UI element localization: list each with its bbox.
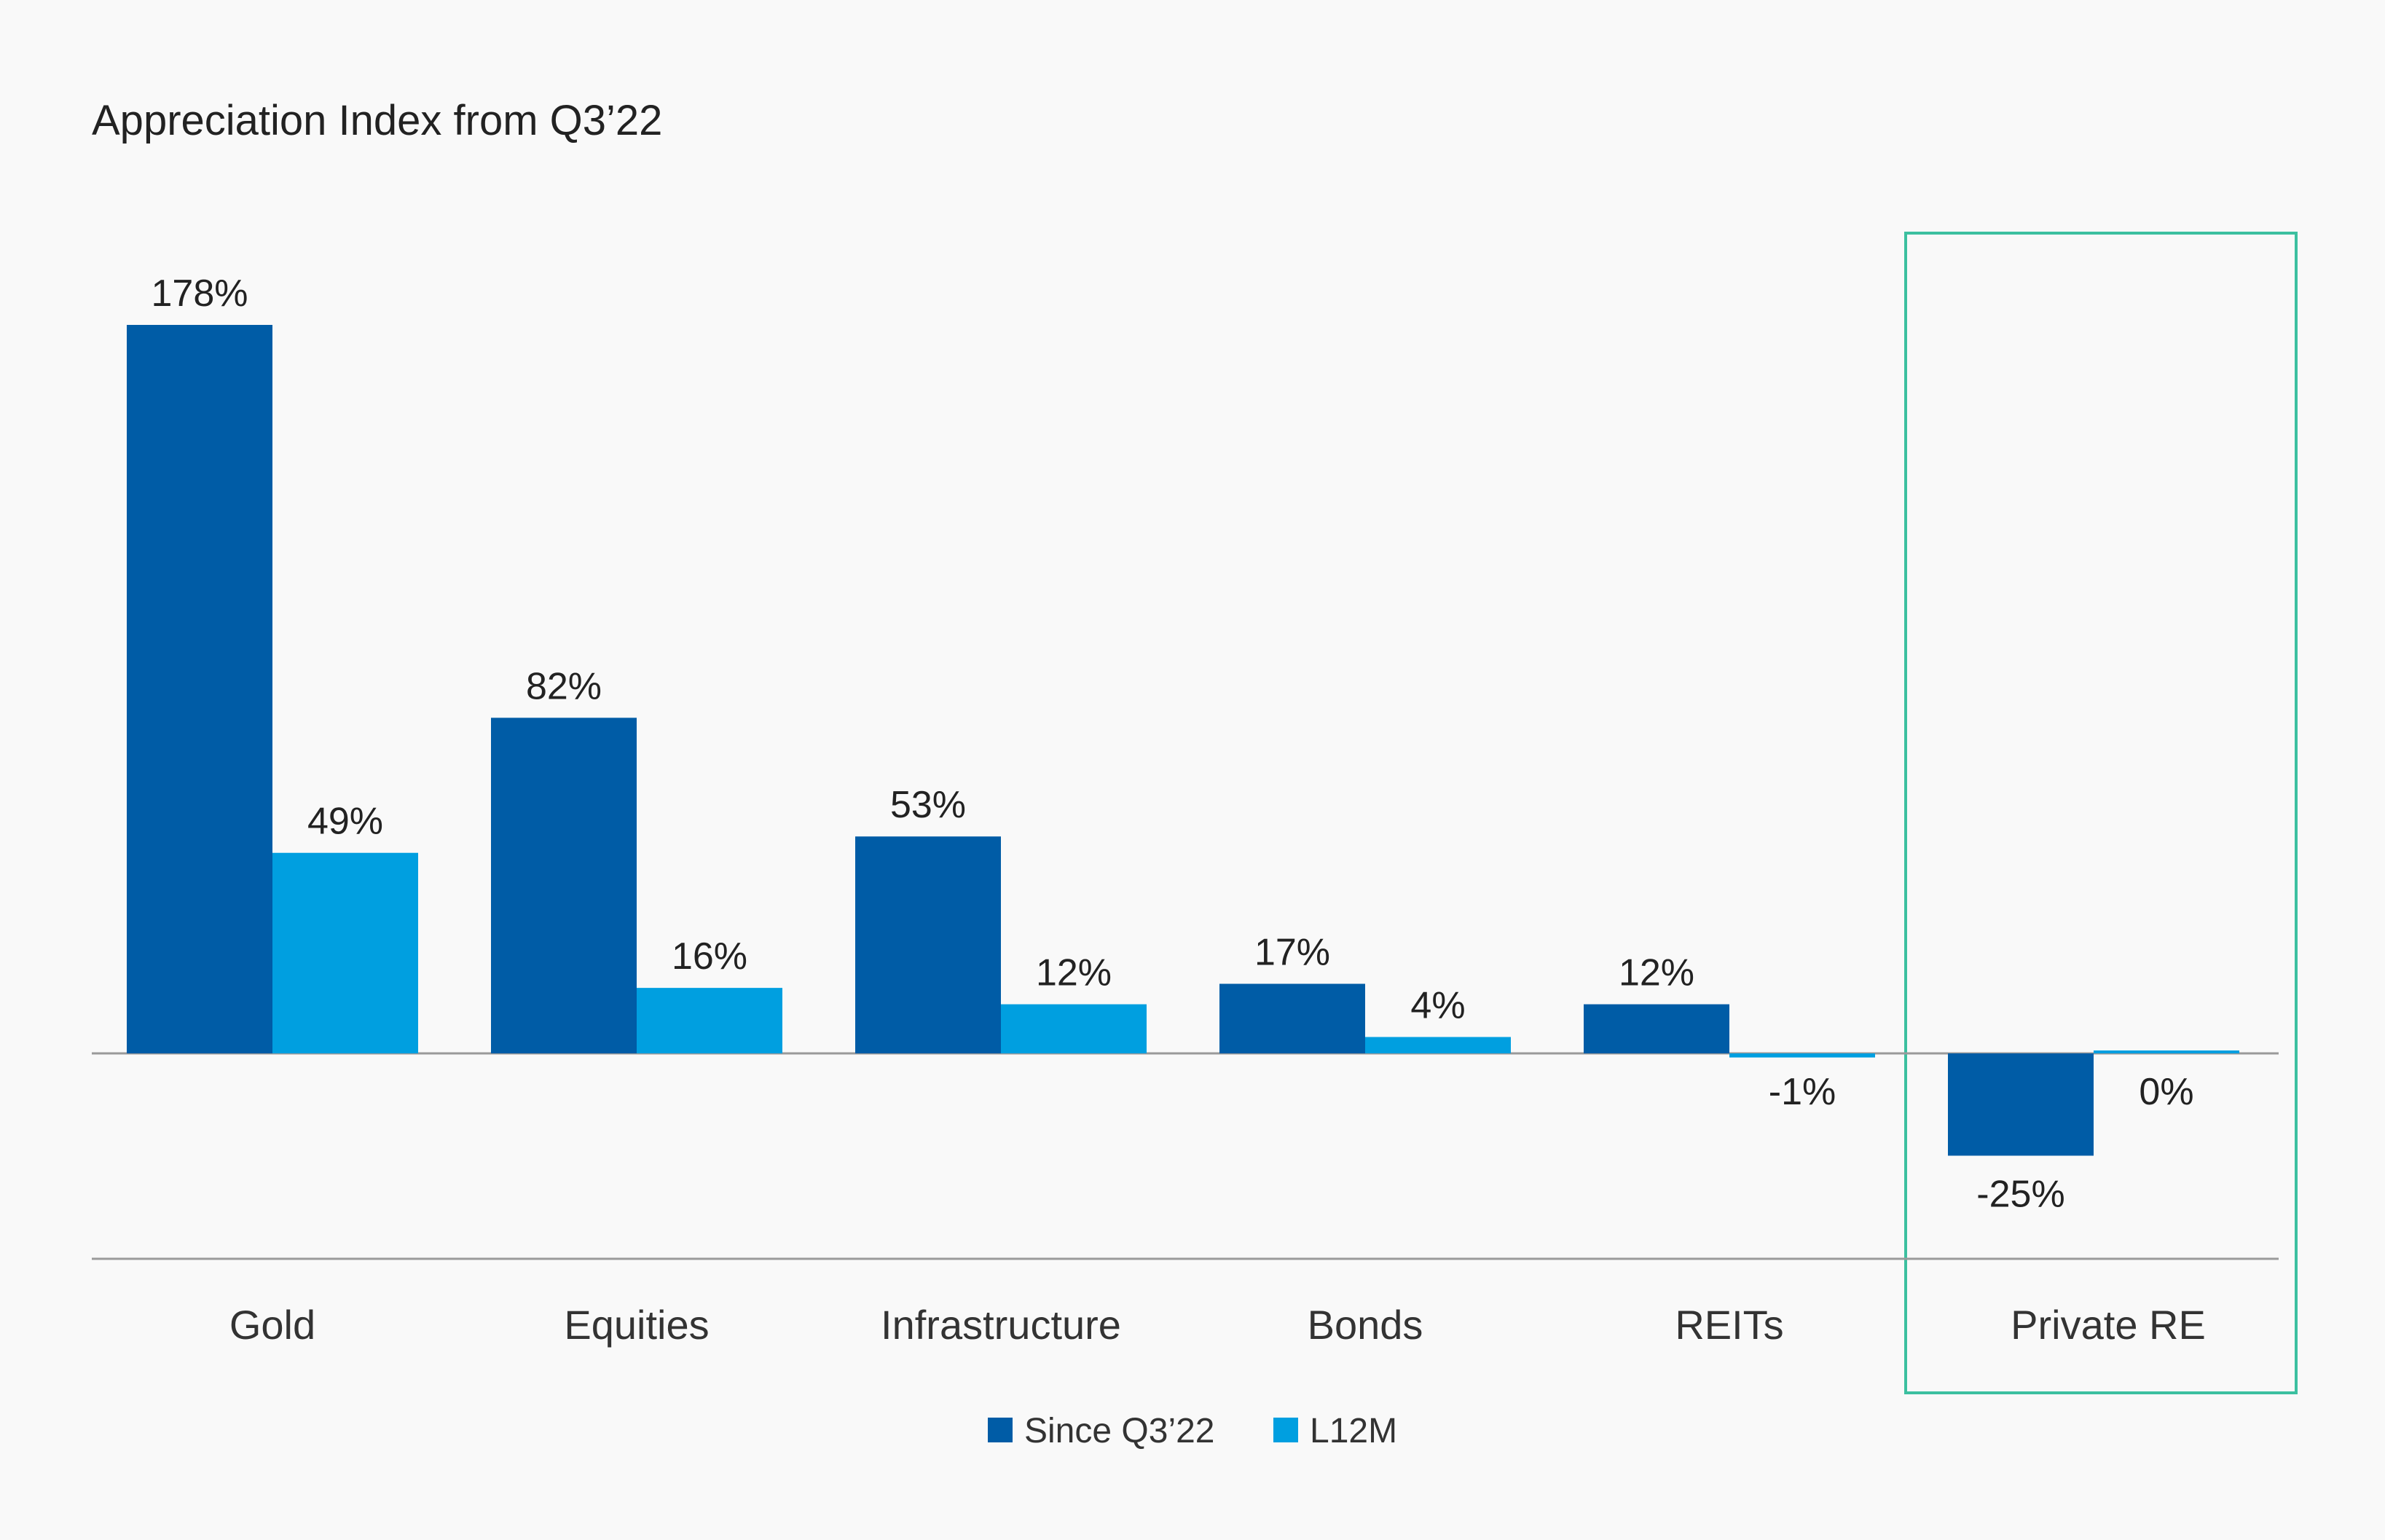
bar-since-q3-22-equities <box>491 718 637 1053</box>
x-tick-label: Private RE <box>2011 1302 2206 1348</box>
bar-l12m-private-re <box>2094 1050 2239 1053</box>
bar-since-q3-22-infrastructure <box>855 836 1001 1053</box>
bar-since-q3-22-gold <box>127 325 272 1053</box>
chart-title: Appreciation Index from Q3’22 <box>92 97 662 144</box>
bars-layer <box>92 232 2298 1394</box>
data-label: 178% <box>152 272 248 315</box>
data-label: 16% <box>672 935 747 978</box>
legend-swatch <box>988 1418 1013 1442</box>
legend-swatch <box>1273 1418 1298 1442</box>
data-label: 53% <box>890 784 966 826</box>
data-label: 12% <box>1619 952 1694 994</box>
bar-since-q3-22-bonds <box>1219 983 1365 1053</box>
legend-label: Since Q3’22 <box>1024 1412 1215 1450</box>
x-tick-label: Gold <box>229 1302 315 1348</box>
data-label: 12% <box>1036 952 1112 994</box>
data-label: 82% <box>526 665 602 707</box>
legend-label: L12M <box>1310 1412 1397 1450</box>
x-tick-label: Equities <box>564 1302 709 1348</box>
data-label: 0% <box>2139 1071 2193 1113</box>
bar-l12m-bonds <box>1365 1037 1511 1053</box>
x-tick-label: Bonds <box>1308 1302 1423 1348</box>
legend: Since Q3’22 L12M <box>988 1412 1397 1450</box>
data-label: -1% <box>1769 1071 1836 1113</box>
bar-since-q3-22-private-re <box>1948 1053 2094 1156</box>
data-label: 17% <box>1254 931 1330 973</box>
bar-l12m-equities <box>637 988 782 1053</box>
labels-layer: 178% 82% 53% 17% 12% -25% 49% 16% 12% 4% -1% 0% Gold… <box>152 272 2206 1348</box>
highlight-box <box>1904 232 2298 1394</box>
bar-l12m-infrastructure <box>1001 1004 1147 1053</box>
data-label: 49% <box>307 801 383 843</box>
x-tick-label: REITs <box>1675 1302 1783 1348</box>
bar-l12m-gold <box>272 852 418 1053</box>
bar-l12m-reits <box>1729 1053 1875 1058</box>
bar-since-q3-22-reits <box>1584 1004 1729 1053</box>
data-label: -25% <box>1976 1173 2064 1215</box>
data-label: 4% <box>1410 985 1465 1027</box>
x-tick-label: Infrastructure <box>881 1302 1121 1348</box>
